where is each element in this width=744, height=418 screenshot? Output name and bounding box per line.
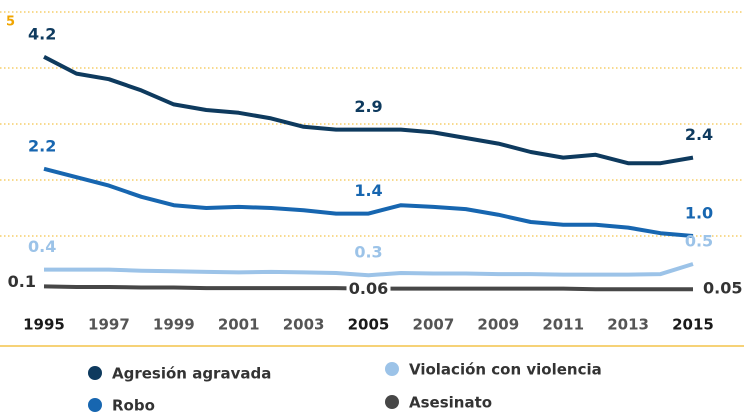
data-label: 2.9	[354, 97, 382, 116]
x-tick-label: 2007	[413, 316, 455, 334]
x-tick-label: 1995	[23, 316, 65, 334]
x-tick-label: 2001	[218, 316, 260, 334]
data-label: 0.1	[8, 272, 36, 291]
series-line	[44, 262, 694, 278]
data-label: 0.3	[354, 243, 382, 262]
data-label: 2.4	[685, 125, 713, 144]
data-label: 4.2	[28, 24, 56, 43]
x-tick-label: 2005	[348, 316, 390, 334]
data-label: 1.4	[354, 181, 382, 200]
x-tick-label: 2009	[477, 316, 519, 334]
label-background	[346, 279, 391, 298]
data-label: 1.0	[685, 204, 713, 223]
y-tick-label: 5	[6, 15, 15, 30]
data-label: 0.4	[28, 237, 56, 256]
legend-marker	[385, 362, 399, 376]
x-tick-label: 2011	[542, 316, 584, 334]
x-tick-label: 1999	[153, 316, 195, 334]
data-label: 0.06	[349, 279, 388, 298]
legend-label: Agresión agravada	[112, 365, 271, 383]
legend-marker	[88, 366, 102, 380]
data-label: 0.5	[685, 232, 713, 251]
series-line	[43, 166, 694, 238]
legend-marker	[385, 395, 399, 409]
legend-label: Asesinato	[409, 394, 492, 412]
legend-label: Violación con violencia	[409, 361, 602, 379]
series-line	[43, 55, 694, 166]
data-label: 2.2	[28, 136, 56, 155]
x-tick-label: 2015	[672, 316, 714, 334]
x-tick-label: 2003	[283, 316, 325, 334]
data-label: 0.05	[703, 279, 742, 298]
x-tick-label: 1997	[88, 316, 130, 334]
x-tick-label: 2013	[607, 316, 649, 334]
legend-marker	[88, 398, 102, 412]
legend-label: Robo	[112, 397, 155, 415]
